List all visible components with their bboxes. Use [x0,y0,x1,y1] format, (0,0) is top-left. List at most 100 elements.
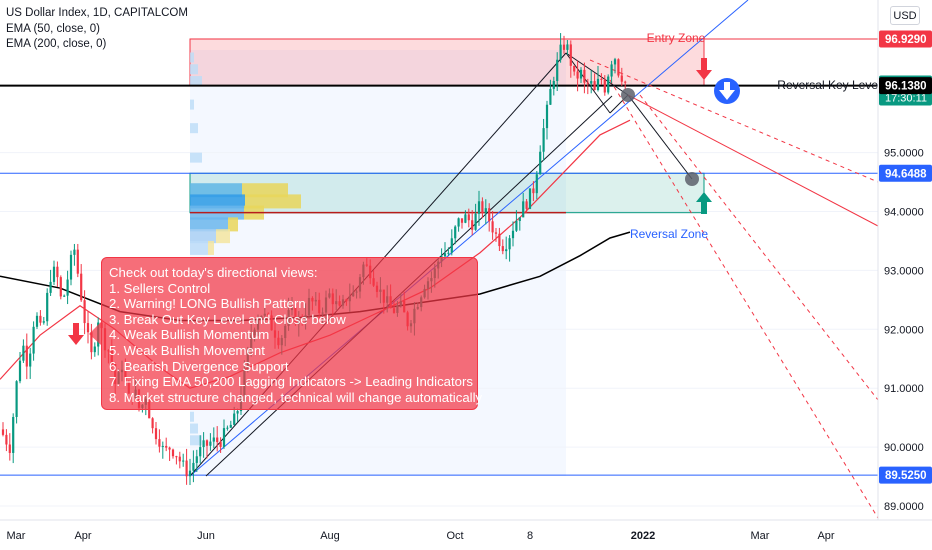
candle-body [199,447,202,457]
volume-profile-bar [190,423,198,434]
price-badge [879,77,932,95]
candle-body [185,460,188,477]
candle-body [525,201,528,209]
entry-zone-label: Entry Zone [647,31,706,45]
volume-profile-bar [190,99,194,110]
candle-body [93,346,96,353]
price-badge-timer: 17:30:11 [885,93,927,105]
candle-body [192,462,195,471]
candle-body [457,218,460,227]
candle-body [216,437,219,443]
y-tick-label: 90.0000 [884,442,924,454]
candle-body [15,381,18,417]
candle-body [620,75,623,82]
volume-profile-bar [190,152,202,163]
x-tick-label: Mar [7,530,26,542]
arrow-down-icon [696,58,712,80]
price-badge-label: 96.9290 [885,34,927,46]
projection-line [627,94,693,180]
candle-body [66,279,69,296]
candle-body [511,230,515,239]
candle-body [168,447,171,450]
channel-dashed-line [609,79,879,519]
analysis-note: Check out today's directional views: 1. … [101,257,482,410]
candle-body [161,445,164,447]
candle-body [552,81,555,89]
candle-body [195,456,198,463]
candle-body [52,266,56,282]
candle-body [579,69,583,79]
candle-body [90,332,93,353]
candle-body [600,78,603,80]
candle-body [549,88,552,105]
candle-body [56,266,59,278]
volume-profile-bar [190,194,245,209]
volume-profile-bar [190,411,194,422]
y-tick-label: 93.0000 [884,265,924,277]
candle-body [151,418,154,429]
currency-button[interactable]: USD [890,6,920,25]
candle-body [233,413,236,425]
candle-body [566,44,569,50]
candle-body [443,253,447,257]
volume-profile-bar [228,217,238,232]
candle-body [518,217,521,221]
candle-body [617,59,620,76]
entry-zone-box [189,38,705,87]
volume-profile-bar [190,183,242,198]
candle-body [165,445,168,448]
volume-profile-bar [216,229,230,244]
symbol-title[interactable]: US Dollar Index, 1D, CAPITALCOM [6,7,188,19]
candle-body [535,174,538,194]
candle-body [586,82,589,84]
candle-body [471,220,474,230]
candle-body [209,441,212,446]
candle-body [460,218,464,223]
candle-body [562,44,566,50]
candle-body [569,44,572,66]
arrow-down-icon [68,323,84,345]
x-tick-label: 2022 [631,530,655,542]
candle-body [29,353,32,367]
candle-body [624,81,627,83]
y-tick-label: 91.0000 [884,383,924,395]
candle-body [219,442,222,447]
arrow-up-icon [696,192,712,214]
time-axis [0,520,932,550]
candle-body [488,208,491,222]
candle-body [593,81,596,91]
candle-body [532,188,535,194]
x-tick-label: Apr [74,530,91,542]
price-badge [879,466,932,484]
candle-body [69,254,73,280]
candle-body [573,65,576,72]
ema50-legend[interactable]: EMA (50, close, 0) [6,22,100,35]
candle-body [205,440,209,446]
candle-body [596,78,600,91]
price-badge-label: 89.5250 [885,470,927,482]
candle-body [5,434,8,445]
candle-body [154,428,158,440]
candle-body [590,81,593,84]
volume-profile-bar [190,435,202,446]
volume-profile-bar [190,76,202,87]
ema200-legend[interactable]: EMA (200, close, 0) [6,38,107,50]
y-tick-label: 92.0000 [884,324,924,336]
candle-body [494,232,498,234]
candle-body [501,246,504,252]
note-line: 2. Warning! LONG Bullish Pattern [109,296,306,312]
candle-body [86,323,90,333]
candle-body [222,428,226,447]
candle-body [83,300,86,324]
y-tick-label: 95.0000 [884,148,924,160]
volume-profile-bar [242,183,288,198]
y-tick-label: 89.0000 [884,501,924,513]
candle-body [63,295,66,297]
candle-body [508,238,511,250]
candle-body [229,424,232,428]
note-pointer [89,322,101,345]
candle-body [46,292,49,322]
candle-body [25,345,28,367]
candle-body [39,315,42,323]
candle-body [178,456,181,462]
